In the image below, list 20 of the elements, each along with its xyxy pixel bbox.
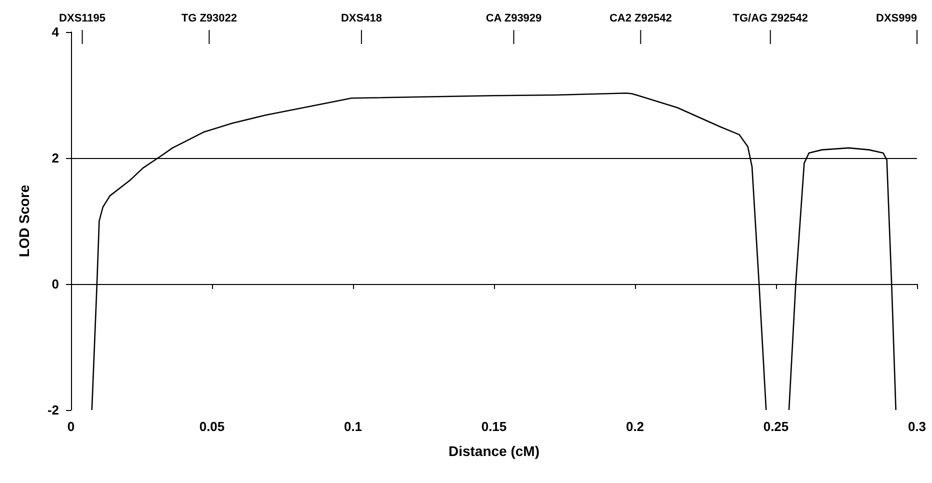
ref-line-label: DXS418 — [340, 12, 382, 24]
x-tick-label: 0.05 — [199, 419, 225, 434]
ref-line-label: TG/AG Z92542 — [732, 12, 808, 24]
x-axis-title: Distance (cM) — [448, 443, 540, 459]
y-axis-title: LOD Score — [16, 184, 32, 258]
ref-line-label: DXS1195 — [59, 12, 106, 24]
y-tick-label: -2 — [47, 402, 59, 418]
x-tick-label: 0 — [67, 419, 75, 434]
ref-line-label: CA Z93929 — [486, 12, 542, 24]
ref-line-label: CA2 Z92542 — [609, 12, 672, 24]
x-tick-label: 0.25 — [763, 419, 789, 434]
ref-line-label: TG Z93022 — [181, 12, 237, 24]
y-tick-label: 0 — [52, 276, 59, 292]
x-tick-label: 0.3 — [908, 419, 926, 434]
x-tick-label: 0.1 — [344, 419, 362, 434]
x-tick-label: 0.2 — [626, 419, 644, 434]
y-tick-label: 4 — [52, 24, 60, 40]
x-tick-label: 0.15 — [481, 419, 507, 434]
ref-line-label: DXS999 — [876, 12, 917, 24]
y-tick-label: 2 — [52, 150, 59, 166]
